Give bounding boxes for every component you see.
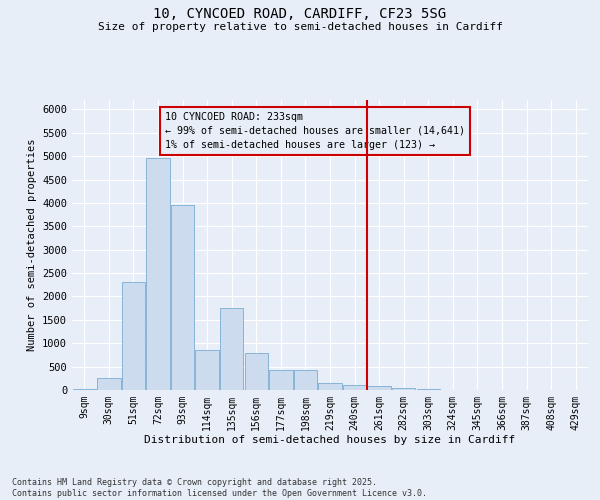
Y-axis label: Number of semi-detached properties: Number of semi-detached properties — [26, 138, 37, 352]
Bar — [171, 205, 194, 390]
Bar — [97, 378, 121, 390]
Bar — [367, 386, 391, 390]
Bar — [220, 308, 244, 390]
Text: Size of property relative to semi-detached houses in Cardiff: Size of property relative to semi-detach… — [97, 22, 503, 32]
Bar — [269, 370, 293, 390]
Bar — [392, 388, 415, 390]
Bar — [343, 386, 366, 390]
Bar — [294, 370, 317, 390]
Bar — [416, 389, 440, 390]
Bar — [122, 282, 145, 390]
Bar — [146, 158, 170, 390]
Bar — [196, 350, 219, 390]
Text: Distribution of semi-detached houses by size in Cardiff: Distribution of semi-detached houses by … — [145, 435, 515, 445]
Text: 10, CYNCOED ROAD, CARDIFF, CF23 5SG: 10, CYNCOED ROAD, CARDIFF, CF23 5SG — [154, 8, 446, 22]
Text: Contains HM Land Registry data © Crown copyright and database right 2025.
Contai: Contains HM Land Registry data © Crown c… — [12, 478, 427, 498]
Text: 10 CYNCOED ROAD: 233sqm
← 99% of semi-detached houses are smaller (14,641)
1% of: 10 CYNCOED ROAD: 233sqm ← 99% of semi-de… — [166, 112, 466, 150]
Bar — [319, 383, 341, 390]
Bar — [245, 352, 268, 390]
Bar — [73, 389, 96, 390]
